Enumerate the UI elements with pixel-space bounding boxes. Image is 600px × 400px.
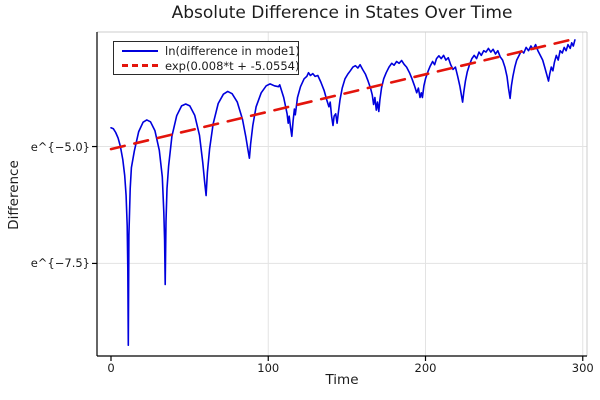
legend-entry-series1: ln(difference in mode1) xyxy=(122,44,300,58)
legend-line-sample-blue xyxy=(122,49,158,52)
series-line-2 xyxy=(109,37,577,151)
chart-title: Absolute Difference in States Over Time xyxy=(171,3,513,23)
y-tick-label-1: e^{−7.5} xyxy=(30,256,90,271)
legend-entry-series2: exp(0.008*t + -5.0554) xyxy=(122,59,299,73)
legend-label-series1: ln(difference in mode1) xyxy=(165,43,300,58)
series-line-1 xyxy=(110,39,576,346)
x-tick-label-0: 0 xyxy=(107,361,115,375)
x-tick-label-200: 200 xyxy=(414,361,437,375)
legend-line-sample-red xyxy=(122,64,158,67)
x-tick-label-100: 100 xyxy=(257,361,280,375)
legend-label-series2: exp(0.008*t + -5.0554) xyxy=(165,58,300,73)
legend-box: ln(difference in mode1) exp(0.008*t + -5… xyxy=(113,41,300,75)
x-axis-label: Time xyxy=(325,372,359,388)
y-tick-label-0: e^{−5.0} xyxy=(30,139,90,154)
x-tick-label-300: 300 xyxy=(571,361,594,375)
